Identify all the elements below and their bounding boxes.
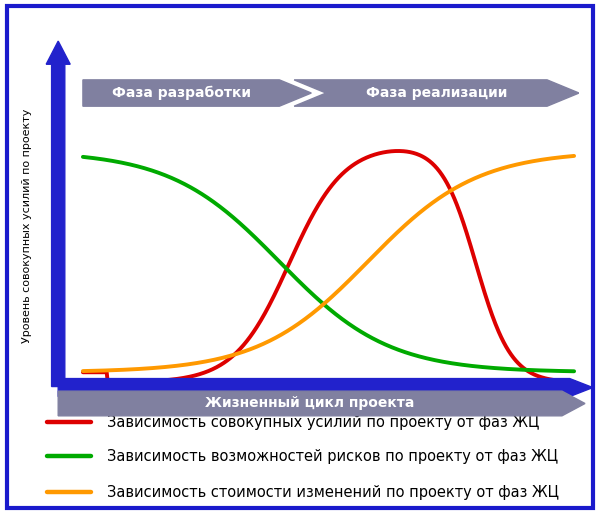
Text: Жизненный цикл проекта: Жизненный цикл проекта: [205, 396, 415, 411]
Text: Фаза реализации: Фаза реализации: [366, 86, 507, 100]
Polygon shape: [58, 391, 585, 416]
Text: Зависимость стоимости изменений по проекту от фаз ЖЦ: Зависимость стоимости изменений по проек…: [107, 485, 559, 500]
Text: Фаза разработки: Фаза разработки: [112, 86, 251, 100]
Text: Зависимость возможностей рисков по проекту от фаз ЖЦ: Зависимость возможностей рисков по проек…: [107, 449, 558, 464]
Polygon shape: [58, 378, 593, 397]
Polygon shape: [294, 80, 579, 106]
Text: Уровень совокупных усилий по проекту: Уровень совокупных усилий по проекту: [22, 109, 32, 343]
Polygon shape: [83, 80, 311, 106]
Polygon shape: [46, 41, 70, 387]
Text: Зависимость совокупных усилий по проекту от фаз ЖЦ: Зависимость совокупных усилий по проекту…: [107, 415, 539, 430]
